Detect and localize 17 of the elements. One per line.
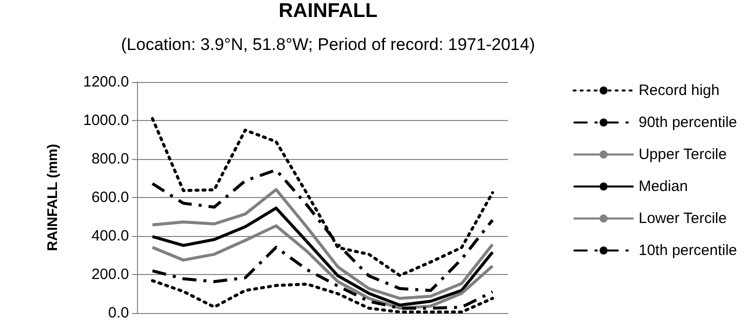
- y-tick-label: 800.0: [91, 150, 129, 168]
- chart-subtitle: (Location: 3.9°N, 51.8°W; Period of record: 1971-2014): [121, 35, 535, 54]
- y-axis-title: RAINFALL (mm): [44, 144, 60, 252]
- legend-label: 10th percentile: [638, 242, 738, 259]
- chart-title: RAINFALL: [278, 0, 378, 22]
- y-tick-label: 1000.0: [83, 112, 129, 129]
- y-tick-label: 200.0: [91, 266, 129, 283]
- legend-label: 90th percentile: [638, 114, 738, 131]
- line-series: [150, 206, 494, 307]
- y-tick-label: 400.0: [91, 228, 129, 244]
- legend-label: Record high: [638, 82, 720, 99]
- y-tick-label: 1200.0: [83, 74, 129, 90]
- legend-label: Median: [638, 178, 688, 195]
- legend-label: Upper Tercile: [638, 146, 727, 163]
- legend-label: Lower Tercile: [638, 210, 727, 227]
- y-tick-label: 600.0: [91, 189, 129, 206]
- y-tick-label: 0.0: [108, 304, 129, 321]
